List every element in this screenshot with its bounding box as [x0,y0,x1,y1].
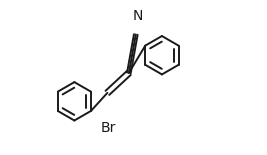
Text: N: N [132,9,143,23]
Text: Br: Br [100,120,116,135]
